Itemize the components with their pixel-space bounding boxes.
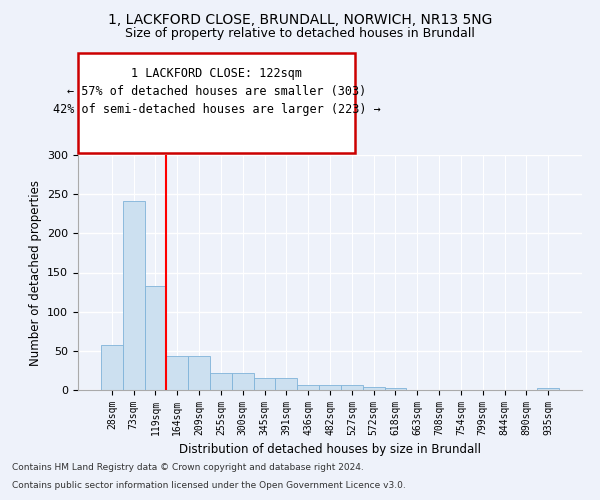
X-axis label: Distribution of detached houses by size in Brundall: Distribution of detached houses by size … bbox=[179, 444, 481, 456]
Text: Contains public sector information licensed under the Open Government Licence v3: Contains public sector information licen… bbox=[12, 481, 406, 490]
Bar bbox=[363, 387, 385, 390]
Bar bbox=[232, 373, 254, 390]
Text: Contains HM Land Registry data © Crown copyright and database right 2024.: Contains HM Land Registry data © Crown c… bbox=[12, 464, 364, 472]
Bar bbox=[254, 378, 275, 390]
Y-axis label: Number of detached properties: Number of detached properties bbox=[29, 180, 41, 366]
Bar bbox=[188, 356, 210, 390]
Bar bbox=[319, 386, 341, 390]
Bar bbox=[210, 373, 232, 390]
Bar bbox=[297, 384, 319, 390]
FancyBboxPatch shape bbox=[78, 52, 355, 152]
Bar bbox=[537, 388, 559, 390]
Bar bbox=[275, 378, 297, 390]
Bar bbox=[145, 286, 166, 390]
Text: 1, LACKFORD CLOSE, BRUNDALL, NORWICH, NR13 5NG: 1, LACKFORD CLOSE, BRUNDALL, NORWICH, NR… bbox=[108, 12, 492, 26]
Text: 1 LACKFORD CLOSE: 122sqm
← 57% of detached houses are smaller (303)
42% of semi-: 1 LACKFORD CLOSE: 122sqm ← 57% of detach… bbox=[53, 68, 380, 116]
Bar bbox=[341, 386, 363, 390]
Bar bbox=[385, 388, 406, 390]
Bar bbox=[166, 356, 188, 390]
Text: Size of property relative to detached houses in Brundall: Size of property relative to detached ho… bbox=[125, 28, 475, 40]
Bar bbox=[101, 346, 123, 390]
Bar bbox=[123, 201, 145, 390]
